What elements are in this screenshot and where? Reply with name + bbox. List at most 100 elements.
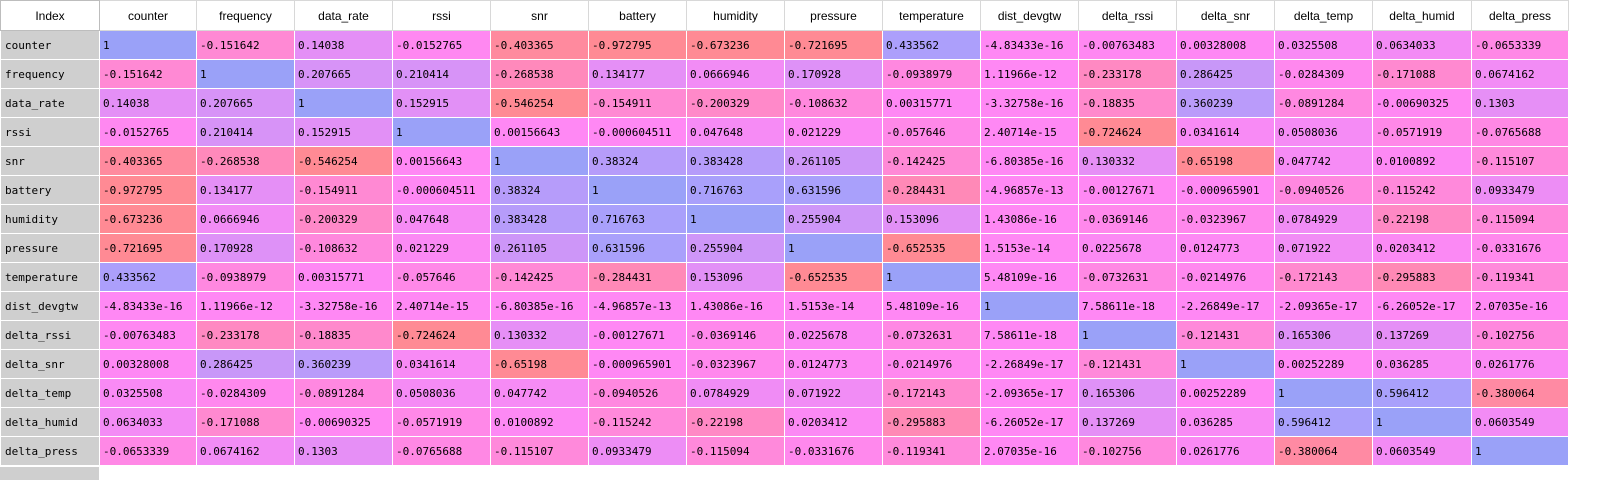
- correlation-cell[interactable]: 1.5153e-14: [784, 291, 883, 321]
- correlation-cell[interactable]: 0.1303: [294, 436, 393, 466]
- correlation-cell[interactable]: 0.383428: [686, 146, 785, 176]
- correlation-cell[interactable]: -0.724624: [392, 320, 491, 350]
- correlation-cell[interactable]: -0.115107: [1471, 146, 1569, 176]
- correlation-cell[interactable]: -0.102756: [1078, 436, 1177, 466]
- correlation-cell[interactable]: -0.0369146: [686, 320, 785, 350]
- correlation-cell[interactable]: 0.165306: [1274, 320, 1373, 350]
- correlation-cell[interactable]: 0.286425: [1176, 59, 1275, 89]
- correlation-cell[interactable]: 0.021229: [784, 117, 883, 147]
- correlation-cell[interactable]: -4.83433e-16: [99, 291, 197, 321]
- correlation-cell[interactable]: 0.036285: [1372, 349, 1472, 379]
- correlation-cell[interactable]: 0.716763: [588, 204, 687, 234]
- correlation-cell[interactable]: -0.115107: [490, 436, 589, 466]
- correlation-cell[interactable]: -3.32758e-16: [294, 291, 393, 321]
- correlation-cell[interactable]: -2.26849e-17: [1176, 291, 1275, 321]
- correlation-cell[interactable]: -0.268538: [196, 146, 295, 176]
- correlation-cell[interactable]: -0.057646: [882, 117, 981, 147]
- correlation-cell[interactable]: -0.0331676: [1471, 233, 1569, 263]
- correlation-cell[interactable]: 0.0674162: [196, 436, 295, 466]
- correlation-cell[interactable]: -0.546254: [294, 146, 393, 176]
- correlation-cell[interactable]: -0.673236: [99, 204, 197, 234]
- correlation-cell[interactable]: -0.154911: [588, 88, 687, 118]
- correlation-cell[interactable]: 0.0933479: [1471, 175, 1569, 205]
- column-header[interactable]: data_rate: [294, 0, 393, 31]
- correlation-cell[interactable]: 0.0666946: [686, 59, 785, 89]
- correlation-cell[interactable]: 0.14038: [99, 88, 197, 118]
- correlation-cell[interactable]: -0.18835: [294, 320, 393, 350]
- correlation-cell[interactable]: -0.18835: [1078, 88, 1177, 118]
- correlation-cell[interactable]: 0.631596: [784, 175, 883, 205]
- row-index-label[interactable]: frequency: [0, 59, 100, 89]
- correlation-cell[interactable]: 7.58611e-18: [1078, 291, 1177, 321]
- row-index-label[interactable]: delta_temp: [0, 378, 100, 408]
- correlation-cell[interactable]: 0.0341614: [392, 349, 491, 379]
- correlation-cell[interactable]: -0.403365: [99, 146, 197, 176]
- correlation-cell[interactable]: 2.40714e-15: [392, 291, 491, 321]
- correlation-cell[interactable]: 1: [980, 291, 1079, 321]
- column-header[interactable]: delta_temp: [1274, 0, 1373, 31]
- correlation-cell[interactable]: 0.047648: [686, 117, 785, 147]
- correlation-cell[interactable]: -0.652535: [882, 233, 981, 263]
- correlation-cell[interactable]: 1: [882, 262, 981, 292]
- correlation-cell[interactable]: -0.102756: [1471, 320, 1569, 350]
- correlation-cell[interactable]: -2.26849e-17: [980, 349, 1079, 379]
- correlation-cell[interactable]: -0.0891284: [1274, 88, 1373, 118]
- correlation-cell[interactable]: 0.137269: [1078, 407, 1177, 437]
- correlation-cell[interactable]: -0.119341: [882, 436, 981, 466]
- correlation-cell[interactable]: 0.071922: [784, 378, 883, 408]
- correlation-cell[interactable]: -0.0732631: [882, 320, 981, 350]
- correlation-cell[interactable]: 0.00315771: [294, 262, 393, 292]
- correlation-cell[interactable]: 0.00328008: [1176, 30, 1275, 60]
- correlation-cell[interactable]: -6.26052e-17: [980, 407, 1079, 437]
- correlation-cell[interactable]: -6.80385e-16: [980, 146, 1079, 176]
- correlation-cell[interactable]: -0.22198: [1372, 204, 1472, 234]
- row-index-label[interactable]: snr: [0, 146, 100, 176]
- correlation-cell[interactable]: 0.38324: [588, 146, 687, 176]
- correlation-cell[interactable]: -0.0653339: [1471, 30, 1569, 60]
- correlation-cell[interactable]: -0.652535: [784, 262, 883, 292]
- row-index-label[interactable]: data_rate: [0, 88, 100, 118]
- correlation-cell[interactable]: -0.403365: [490, 30, 589, 60]
- correlation-cell[interactable]: 0.383428: [490, 204, 589, 234]
- correlation-cell[interactable]: 0.130332: [1078, 146, 1177, 176]
- correlation-cell[interactable]: 0.0124773: [1176, 233, 1275, 263]
- correlation-cell[interactable]: -6.80385e-16: [490, 291, 589, 321]
- row-index-label[interactable]: rssi: [0, 117, 100, 147]
- correlation-cell[interactable]: 0.433562: [882, 30, 981, 60]
- correlation-cell[interactable]: -0.0571919: [1372, 117, 1472, 147]
- correlation-cell[interactable]: -0.673236: [686, 30, 785, 60]
- column-header[interactable]: pressure: [784, 0, 883, 31]
- correlation-cell[interactable]: -0.65198: [490, 349, 589, 379]
- correlation-cell[interactable]: -2.09365e-17: [1274, 291, 1373, 321]
- correlation-cell[interactable]: -3.32758e-16: [980, 88, 1079, 118]
- correlation-cell[interactable]: -0.233178: [196, 320, 295, 350]
- correlation-cell[interactable]: 0.261105: [784, 146, 883, 176]
- correlation-cell[interactable]: -0.0331676: [784, 436, 883, 466]
- correlation-cell[interactable]: 0.0203412: [784, 407, 883, 437]
- correlation-cell[interactable]: 0.047648: [392, 204, 491, 234]
- correlation-cell[interactable]: 1: [1372, 407, 1472, 437]
- correlation-cell[interactable]: -0.151642: [99, 59, 197, 89]
- correlation-cell[interactable]: -0.171088: [196, 407, 295, 437]
- correlation-cell[interactable]: 0.00252289: [1176, 378, 1275, 408]
- correlation-cell[interactable]: 0.0666946: [196, 204, 295, 234]
- correlation-cell[interactable]: -0.000604511: [588, 117, 687, 147]
- correlation-cell[interactable]: 1.5153e-14: [980, 233, 1079, 263]
- correlation-cell[interactable]: 1.11966e-12: [980, 59, 1079, 89]
- correlation-cell[interactable]: 0.596412: [1372, 378, 1472, 408]
- correlation-cell[interactable]: -0.171088: [1372, 59, 1472, 89]
- correlation-cell[interactable]: 1: [1078, 320, 1177, 350]
- correlation-cell[interactable]: -0.0938979: [882, 59, 981, 89]
- correlation-cell[interactable]: -0.000965901: [1176, 175, 1275, 205]
- column-header[interactable]: delta_press: [1471, 0, 1569, 31]
- row-index-label[interactable]: delta_press: [0, 436, 100, 466]
- correlation-cell[interactable]: 0.0124773: [784, 349, 883, 379]
- correlation-cell[interactable]: -0.172143: [882, 378, 981, 408]
- correlation-cell[interactable]: 2.07035e-16: [980, 436, 1079, 466]
- correlation-cell[interactable]: 2.40714e-15: [980, 117, 1079, 147]
- correlation-cell[interactable]: 0.0261776: [1471, 349, 1569, 379]
- row-index-label[interactable]: battery: [0, 175, 100, 205]
- correlation-cell[interactable]: -0.724624: [1078, 117, 1177, 147]
- correlation-cell[interactable]: 0.134177: [196, 175, 295, 205]
- correlation-cell[interactable]: 1: [1471, 436, 1569, 466]
